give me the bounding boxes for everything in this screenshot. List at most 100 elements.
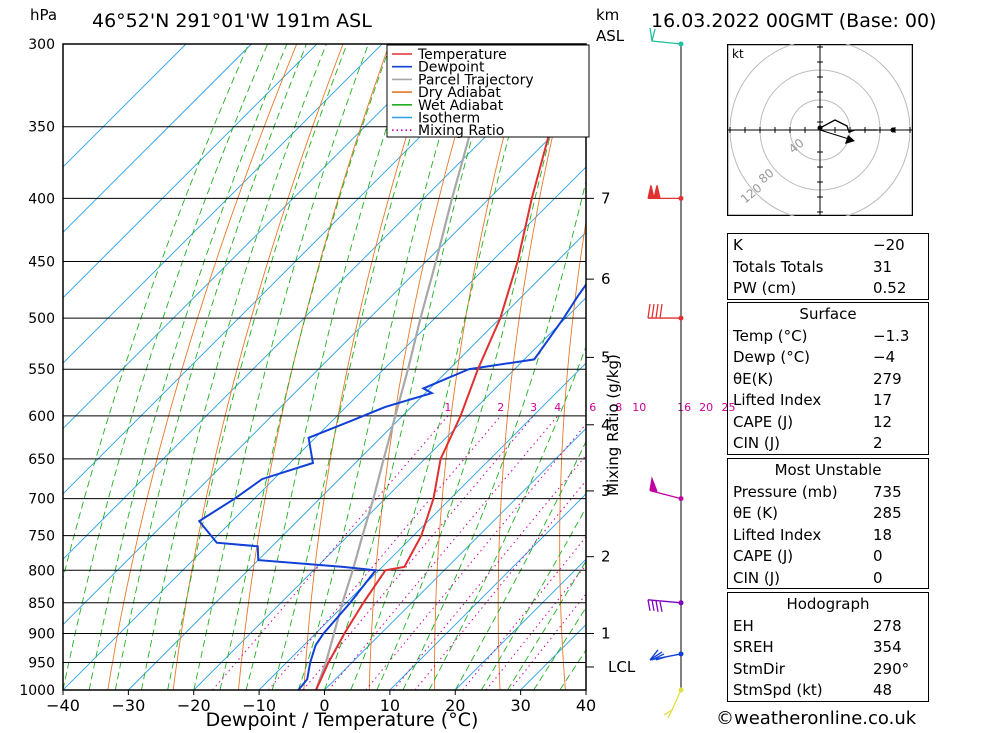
pressure-tick-label: 550 <box>28 362 55 378</box>
eh-label: EH <box>733 616 754 635</box>
k-index-label: K <box>733 236 743 254</box>
wind-barb <box>647 599 682 612</box>
surface-thetae-label: θE(K) <box>733 369 774 388</box>
height-tick-label: 7 <box>601 189 611 207</box>
legend-entry: Parcel Trajectory <box>418 72 534 88</box>
height-tick-label: 3 <box>601 482 611 500</box>
mixing-ratio-label: 2 <box>497 401 504 414</box>
index-box-most-unstable: Most Unstable Pressure (mb) 735 θE (K) 285… <box>727 458 929 589</box>
isotherm-line <box>389 493 586 690</box>
mu-thetae-label: θE (K) <box>733 504 778 522</box>
height-tick-label: 1 <box>601 624 611 642</box>
legend-entry: Dewpoint <box>418 60 485 76</box>
mixing-ratio-line <box>365 423 586 690</box>
dry-adiabat-line <box>619 44 667 690</box>
mu-pressure-value: 735 <box>873 482 902 501</box>
pressure-tick-label: 650 <box>28 452 55 468</box>
surface-thetae-value: 279 <box>873 369 902 388</box>
hodo-point <box>817 125 823 131</box>
pressure-tick-label: 750 <box>28 529 55 545</box>
mixing-ratio-label: 4 <box>554 401 561 414</box>
stmspd-label: StmSpd (kt) <box>733 681 823 699</box>
dry-adiabat-line <box>942 44 1000 690</box>
height-tick-label: 5 <box>601 348 611 366</box>
legend-entry: Isotherm <box>418 111 480 127</box>
mixing-ratio-line <box>328 415 559 690</box>
pw-label: PW (cm) <box>733 279 797 297</box>
wind-barb <box>649 476 682 500</box>
datetime-title: 16.03.2022 00GMT (Base: 00) <box>651 10 937 32</box>
dewpoint-line <box>197 282 586 690</box>
temperature-tick-label: −40 <box>46 696 80 715</box>
pressure-tick-label: 450 <box>28 255 55 271</box>
wet-adiabat-line <box>454 440 586 690</box>
surface-li-label: Lifted Index <box>733 391 822 409</box>
mixing-ratio-label: 1 <box>444 401 451 414</box>
wet-adiabat-line <box>376 44 575 690</box>
mixing-ratio-line <box>485 564 586 690</box>
dry-adiabat-line <box>172 44 344 690</box>
storm-motion-vector <box>819 129 850 140</box>
height-ref-label: ASL <box>596 27 625 45</box>
mixing-ratio-label: 6 <box>589 401 596 414</box>
dry-adiabat-line <box>497 44 576 690</box>
wet-adiabat-line <box>63 44 250 581</box>
index-box-surface: Surface Temp (°C) −1.3 Dewp (°C) −4 θE(K) 2… <box>727 302 929 455</box>
surface-temp-value: −1.3 <box>873 326 910 345</box>
dry-adiabat-line <box>677 44 714 690</box>
legend-entry: Wet Adiabat <box>418 98 504 114</box>
isotherm-line <box>63 44 187 168</box>
mu-thetae-value: 285 <box>873 504 902 522</box>
height-tick-label: 6 <box>601 270 611 288</box>
mixing-ratio-axis-label: Mixing Ratio (g/kg) <box>604 354 622 496</box>
pw-value: 0.52 <box>873 279 907 297</box>
storm-motion-arrow <box>845 135 855 144</box>
mixing-ratio-label: 25 <box>722 401 736 414</box>
height-unit-label: km <box>596 6 620 24</box>
wind-barb <box>647 185 681 200</box>
location-title: 46°52'N 291°01'W 191m ASL <box>92 10 372 32</box>
temperature-tick-label: −10 <box>242 696 276 715</box>
isotherm-line <box>63 44 252 234</box>
surface-title: Surface <box>799 305 857 323</box>
isotherm-line <box>324 427 586 690</box>
pressure-unit-label: hPa <box>30 6 58 24</box>
wind-barb <box>649 649 682 661</box>
height-tick-label: LCL <box>608 658 636 676</box>
isotherm-line <box>63 44 514 495</box>
wet-adiabat-line <box>219 44 392 690</box>
wet-adiabat-line <box>402 179 586 690</box>
plot-frame <box>62 43 587 691</box>
copyright-link[interactable]: ©weatheronline.co.uk <box>716 708 917 729</box>
wet-adiabat-line <box>63 44 269 690</box>
surface-cape-value: 12 <box>873 412 893 431</box>
pressure-tick-label: 900 <box>28 626 55 642</box>
wet-adiabat-line <box>533 606 586 690</box>
wind-barb <box>663 689 682 719</box>
wet-adiabat-line <box>271 44 441 690</box>
isotherm-line <box>63 44 579 560</box>
pressure-tick-label: 500 <box>28 311 55 327</box>
height-tick-label: 4 <box>601 416 611 434</box>
hodo-point <box>890 127 896 133</box>
mu-cin-value: 0 <box>873 568 883 587</box>
pressure-tick-label: 1000 <box>19 683 55 699</box>
mixing-ratio-line <box>268 415 502 690</box>
temperature-tick-label: −20 <box>177 696 211 715</box>
pressure-tick-label: 800 <box>28 563 55 579</box>
hodo-trace <box>819 119 877 133</box>
isotherm-line <box>63 166 586 690</box>
index-box-hodograph: Hodograph EH 278 SREH 354 StmDir 290° StmSp… <box>727 592 929 702</box>
totals-totals-label: Totals Totals <box>733 257 824 276</box>
surface-dewp-value: −4 <box>873 348 896 366</box>
temperature-tick-label: 30 <box>510 696 530 715</box>
dry-adiabat-line <box>107 44 298 690</box>
wind-barb <box>649 27 682 45</box>
isotherm-line <box>63 44 383 364</box>
sreh-label: SREH <box>733 638 774 656</box>
temperature-line <box>315 44 582 690</box>
wind-barb <box>647 303 681 319</box>
hodograph: kt 40 80 120 <box>727 44 913 216</box>
pressure-tick-label: 700 <box>28 492 55 508</box>
